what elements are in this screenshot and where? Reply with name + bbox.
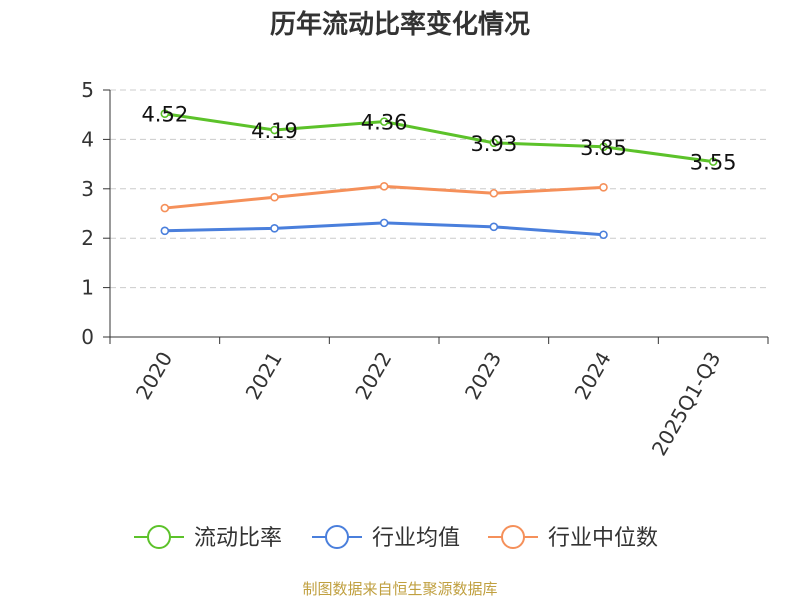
- legend-item: 行业均值: [312, 525, 460, 551]
- data-point: [599, 230, 608, 240]
- source-note: 制图数据来自恒生聚源数据库: [302, 580, 498, 598]
- data-point: [379, 218, 389, 228]
- data-point: [160, 109, 170, 119]
- x-tick-label: 2024: [570, 348, 616, 404]
- data-point: [270, 125, 279, 135]
- legend-label: 行业均值: [372, 526, 460, 551]
- y-tick-label: 3: [81, 177, 94, 201]
- x-tick-label: 2022: [350, 348, 396, 404]
- data-label: 4.36: [361, 111, 408, 135]
- legend-label: 流动比率: [194, 526, 282, 551]
- data-point: [160, 226, 170, 236]
- data-label: 3.85: [580, 136, 627, 160]
- data-point: [489, 138, 499, 148]
- data-label: 3.93: [470, 132, 517, 156]
- data-point: [270, 224, 279, 233]
- data-label-layer: 4.52 4.19 4.36 3.93 3.85 3.55: [141, 103, 736, 175]
- data-point: [160, 203, 170, 213]
- y-tick-label: 4: [81, 127, 94, 151]
- data-point: [489, 188, 499, 198]
- legend-marker: [147, 525, 171, 549]
- data-label: 3.55: [690, 151, 737, 175]
- data-point: [708, 157, 718, 166]
- data-point: [599, 183, 608, 192]
- y-tick-label: 5: [81, 78, 94, 102]
- x-tick-label: 2025Q1-Q3: [647, 348, 726, 460]
- data-point: [599, 142, 608, 152]
- data-point: [379, 117, 389, 126]
- data-point: [379, 182, 389, 191]
- series-layer: [160, 109, 718, 240]
- axis-layer: 0 1 2 3 4 5 2020 2021 2022 2023 2024 2025Q1-Q3: [81, 78, 769, 460]
- series-line: [164, 112, 714, 164]
- legend-label: 行业中位数: [548, 526, 658, 551]
- legend-item: 行业中位数: [488, 525, 658, 551]
- x-tick-label: 2023: [460, 348, 506, 404]
- data-label: 4.19: [251, 119, 298, 143]
- legend-item: 流动比率: [134, 525, 282, 551]
- legend-marker: [325, 525, 349, 549]
- y-tick-label: 2: [81, 226, 94, 250]
- data-point: [489, 222, 499, 232]
- data-label: 4.52: [141, 103, 188, 127]
- data-point: [270, 192, 279, 202]
- legend-marker: [501, 525, 525, 549]
- x-tick-label: 2020: [131, 348, 177, 404]
- chart-title: 历年流动比率变化情况: [269, 10, 530, 40]
- x-tick-label: 2021: [241, 348, 287, 404]
- legend: 流动比率 行业均值 行业中位数: [134, 525, 658, 551]
- y-tick-label: 1: [81, 276, 94, 300]
- y-tick-label: 0: [81, 325, 94, 349]
